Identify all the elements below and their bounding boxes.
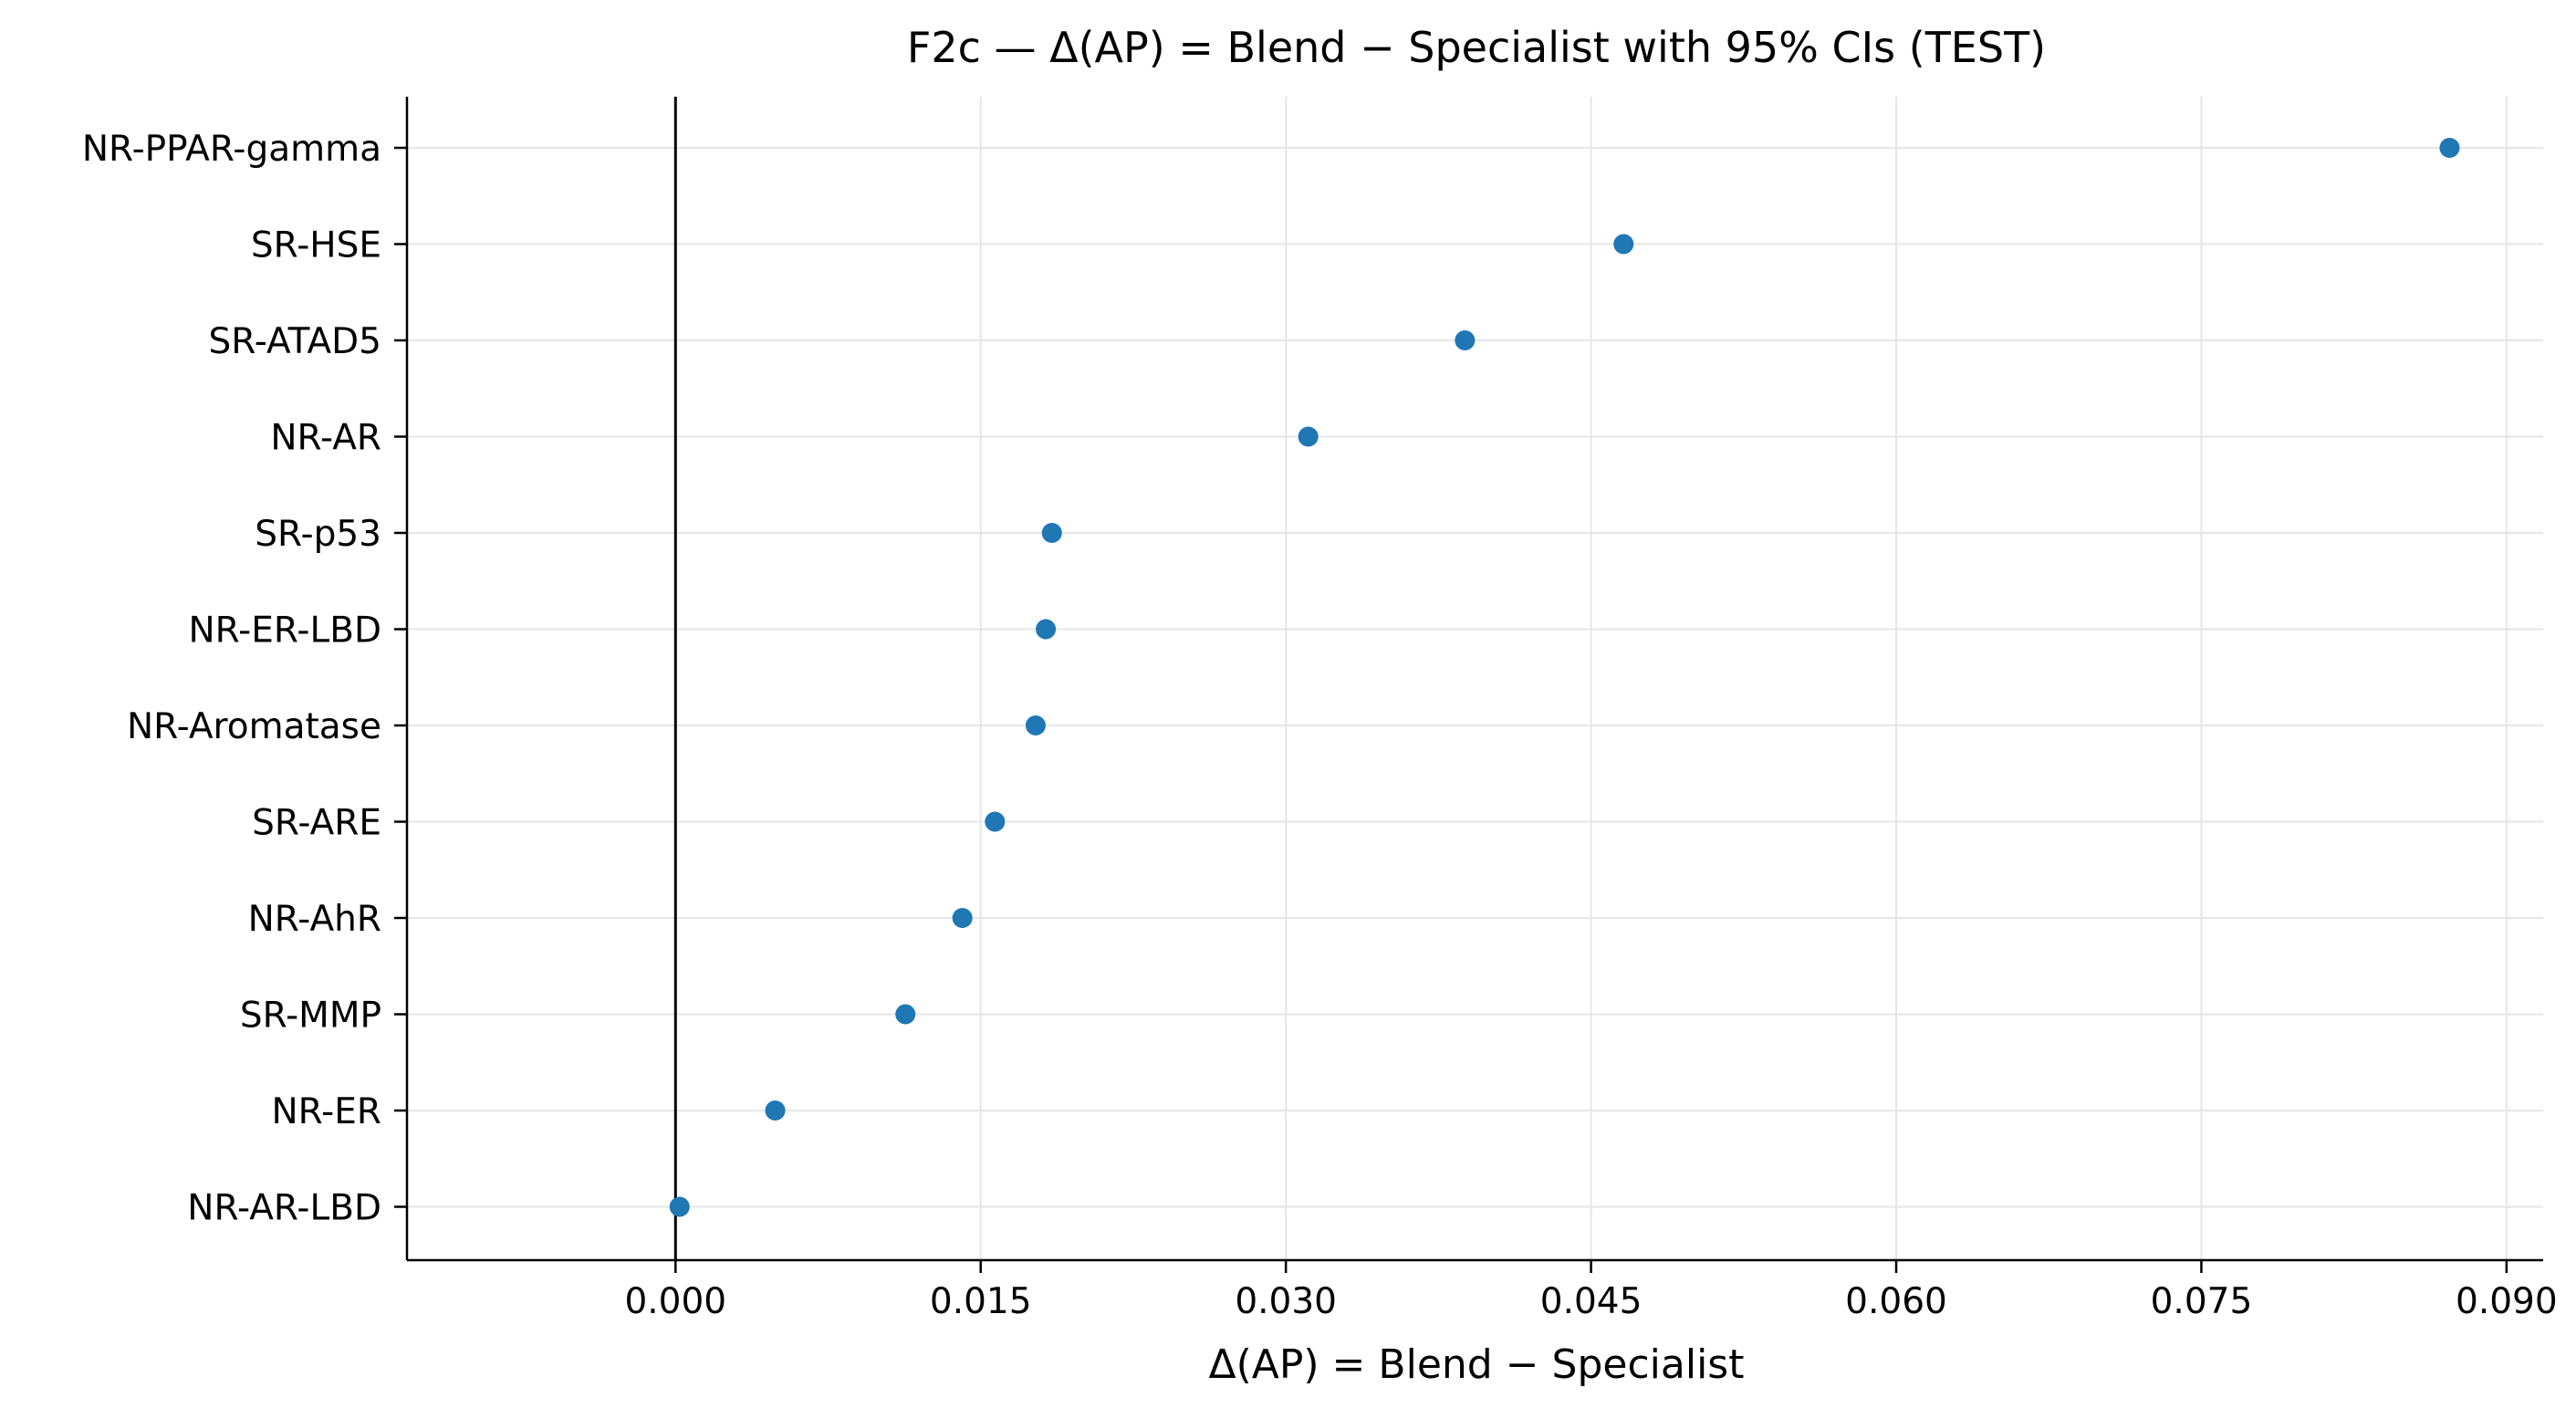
data-point [669, 1196, 690, 1217]
y-tick-label: NR-PPAR-gamma [82, 129, 381, 170]
y-tick-label: NR-AR-LBD [187, 1188, 381, 1229]
data-point [895, 1004, 916, 1025]
data-point [1036, 619, 1057, 640]
y-tick-label: NR-ER-LBD [188, 610, 381, 652]
y-tick-label: NR-Aromatase [127, 706, 381, 747]
data-point [765, 1100, 786, 1121]
axes-layer [405, 97, 2543, 1262]
y-tick-label: SR-ATAD5 [209, 321, 381, 362]
data-point [1455, 330, 1476, 350]
x-axis-label: Δ(AP) = Blend − Specialist [1209, 1341, 1745, 1388]
data-point [1613, 234, 1634, 255]
x-tick-label: 0.090 [2456, 1281, 2558, 1322]
x-tick-label: 0.045 [1540, 1281, 1643, 1322]
y-tick-label: SR-p53 [255, 514, 381, 555]
data-point [1025, 715, 1046, 735]
y-tick-label: SR-MMP [240, 996, 381, 1037]
data-point [1041, 523, 1062, 543]
y-tick-label: SR-HSE [251, 225, 381, 266]
y-tick-label: NR-AhR [248, 899, 381, 940]
y-tick-label: NR-AR [270, 418, 381, 459]
ticks-layer: 0.000 0.015 0.030 0.045 0.060 0.075 0.090 NR-PP… [82, 129, 2558, 1322]
data-point [1298, 426, 1319, 447]
data-point [985, 811, 1006, 832]
points-layer [669, 138, 2460, 1217]
y-tick-label: SR-ARE [252, 803, 381, 844]
x-tick-label: 0.030 [1235, 1281, 1337, 1322]
chart-title: F2c — Δ(AP) = Blend − Specialist with 95… [907, 23, 2046, 72]
grid-layer [407, 97, 2543, 1260]
data-point [952, 908, 973, 928]
y-tick-label: NR-ER [271, 1091, 381, 1132]
x-tick-label: 0.075 [2151, 1281, 2253, 1322]
data-point [2439, 138, 2460, 158]
x-tick-label: 0.060 [1845, 1281, 1947, 1322]
x-tick-label: 0.000 [624, 1281, 726, 1322]
x-tick-label: 0.015 [930, 1281, 1032, 1322]
